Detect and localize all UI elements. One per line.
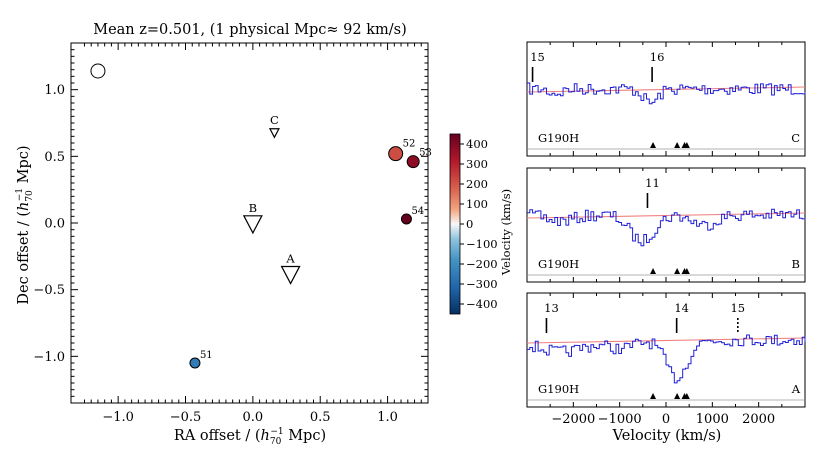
map-ytick-label: 1.0 bbox=[44, 83, 65, 98]
galaxy-velocity-marker bbox=[683, 142, 690, 148]
map-xtick-label: −1.0 bbox=[102, 410, 134, 425]
sky-map: Mean z=0.501, (1 physical Mpc≈ 92 km/s) … bbox=[15, 22, 432, 447]
map-xlabel-post: Mpc) bbox=[284, 428, 327, 444]
map-xlabel: RA offset / (h70−1 Mpc) bbox=[174, 427, 326, 447]
map-xtick-label: 0.0 bbox=[243, 410, 264, 425]
galaxy-53-marker bbox=[406, 155, 420, 169]
galaxy-velocity-marker bbox=[674, 142, 681, 148]
feature-label: 15 bbox=[530, 50, 545, 64]
colorbar: 400 300 200 100 0 −100 −200 −300 −400 bbox=[449, 133, 498, 315]
galaxy-velocity-marker bbox=[683, 393, 690, 399]
spectra-panels: 15 16 G190H C 11 G190H B 13 14 15 G190H A −2000 −1000… bbox=[526, 41, 806, 427]
spectrum-xtick-label: −2000 bbox=[551, 412, 595, 427]
map-ylabel-h: h bbox=[16, 202, 32, 211]
flux-spectrum bbox=[527, 334, 806, 384]
feature-label: 11 bbox=[645, 176, 660, 190]
map-frame bbox=[70, 42, 429, 404]
map-ytick-label: −0.5 bbox=[33, 283, 65, 298]
galaxy-velocity-marker bbox=[650, 393, 657, 399]
galaxy-52-label: 52 bbox=[403, 139, 416, 150]
map-xlabel-sub: 70 bbox=[270, 437, 282, 447]
map-xlabel-sup: −1 bbox=[270, 427, 283, 437]
spectrum-xtick-label: −1000 bbox=[598, 412, 642, 427]
sightline-b-marker bbox=[242, 215, 263, 235]
spectrum-xtick-label: 2000 bbox=[742, 412, 775, 427]
spectrum-xtick-label: 0 bbox=[662, 412, 670, 427]
colorbar-tick-label: 0 bbox=[466, 217, 473, 231]
map-ylabel: Dec offset / (h70−1 Mpc) bbox=[15, 145, 35, 304]
galaxy-velocity-marker bbox=[650, 142, 657, 148]
galaxy-51-marker bbox=[189, 357, 201, 369]
colorbar-tick-label: 200 bbox=[466, 177, 488, 191]
panel-label: C bbox=[791, 131, 800, 145]
map-ticks: −1.0 −0.5 0.0 0.5 1.0 −1.0 −0.5 0.0 0.5 1.0 bbox=[33, 43, 428, 425]
galaxy-52-marker bbox=[388, 146, 404, 162]
spectra-xlabel: Velocity (km/s) bbox=[612, 428, 722, 444]
colorbar-tick-label: 400 bbox=[466, 137, 488, 151]
spectrum-panel-a: 13 14 15 G190H A bbox=[526, 292, 806, 408]
map-xtick-label: 1.0 bbox=[377, 410, 398, 425]
map-ylabel-post: Mpc) bbox=[16, 145, 32, 188]
continuum-line bbox=[526, 212, 806, 219]
map-ytick-label: 0.0 bbox=[44, 217, 65, 232]
feature-label: 13 bbox=[544, 301, 559, 315]
map-ylabel-sup: −1 bbox=[15, 188, 25, 201]
galaxy-velocity-marker bbox=[683, 268, 690, 274]
colorbar-tick-label: −100 bbox=[466, 237, 498, 251]
colorbar-gradient bbox=[449, 133, 461, 315]
map-xtick-label: −0.5 bbox=[170, 410, 202, 425]
galaxy-velocity-marker bbox=[650, 268, 657, 274]
galaxy-51-label: 51 bbox=[200, 350, 213, 361]
colorbar-tick-label: 100 bbox=[466, 197, 488, 211]
sightline-b-label: B bbox=[249, 201, 257, 215]
sightline-c-marker bbox=[268, 128, 280, 139]
map-ytick-label: −1.0 bbox=[33, 350, 65, 365]
sightline-c-label: C bbox=[270, 113, 279, 127]
spectrum-panel-b: 11 G190H B bbox=[526, 167, 806, 283]
galaxy-53-label: 53 bbox=[419, 148, 432, 159]
spectrum-panel-c: 15 16 G190H C bbox=[526, 41, 806, 157]
spectra-ylabel: Velocity (km/s) bbox=[499, 189, 513, 276]
map-ylabel-sub: 70 bbox=[25, 190, 35, 202]
feature-label: 14 bbox=[674, 301, 689, 315]
feature-label: 15 bbox=[730, 301, 745, 315]
map-title: Mean z=0.501, (1 physical Mpc≈ 92 km/s) bbox=[93, 22, 407, 38]
galaxy-unlabeled-marker bbox=[90, 63, 106, 79]
galaxy-54-marker bbox=[400, 213, 412, 225]
panel-label: B bbox=[792, 257, 800, 271]
continuum-line bbox=[526, 337, 806, 344]
map-xtick-label: 0.5 bbox=[310, 410, 331, 425]
grating-label: G190H bbox=[538, 131, 579, 145]
feature-label: 16 bbox=[650, 50, 665, 64]
panel-label: A bbox=[791, 382, 801, 396]
colorbar-tick-label: 300 bbox=[466, 157, 488, 171]
flux-spectrum bbox=[527, 208, 806, 247]
colorbar-tick-label: −300 bbox=[466, 277, 498, 291]
colorbar-tick-label: −200 bbox=[466, 257, 498, 271]
spectrum-xtick-label: 1000 bbox=[696, 412, 729, 427]
sightline-a-label: A bbox=[285, 252, 295, 266]
grating-label: G190H bbox=[538, 382, 579, 396]
map-ylabel-pre: Dec offset / ( bbox=[16, 211, 32, 305]
galaxy-54-label: 54 bbox=[411, 206, 424, 217]
galaxy-velocity-marker bbox=[674, 268, 681, 274]
map-xlabel-h: h bbox=[261, 428, 270, 444]
flux-spectrum bbox=[527, 82, 806, 105]
map-ytick-label: 0.5 bbox=[44, 150, 65, 165]
sightline-a-marker bbox=[280, 265, 301, 285]
colorbar-tick-label: −400 bbox=[466, 297, 498, 311]
colorbar-ticks: 400 300 200 100 0 −100 −200 −300 −400 bbox=[460, 137, 498, 311]
galaxy-velocity-marker bbox=[674, 393, 681, 399]
map-xlabel-pre: RA offset / ( bbox=[174, 428, 261, 444]
grating-label: G190H bbox=[538, 257, 579, 271]
